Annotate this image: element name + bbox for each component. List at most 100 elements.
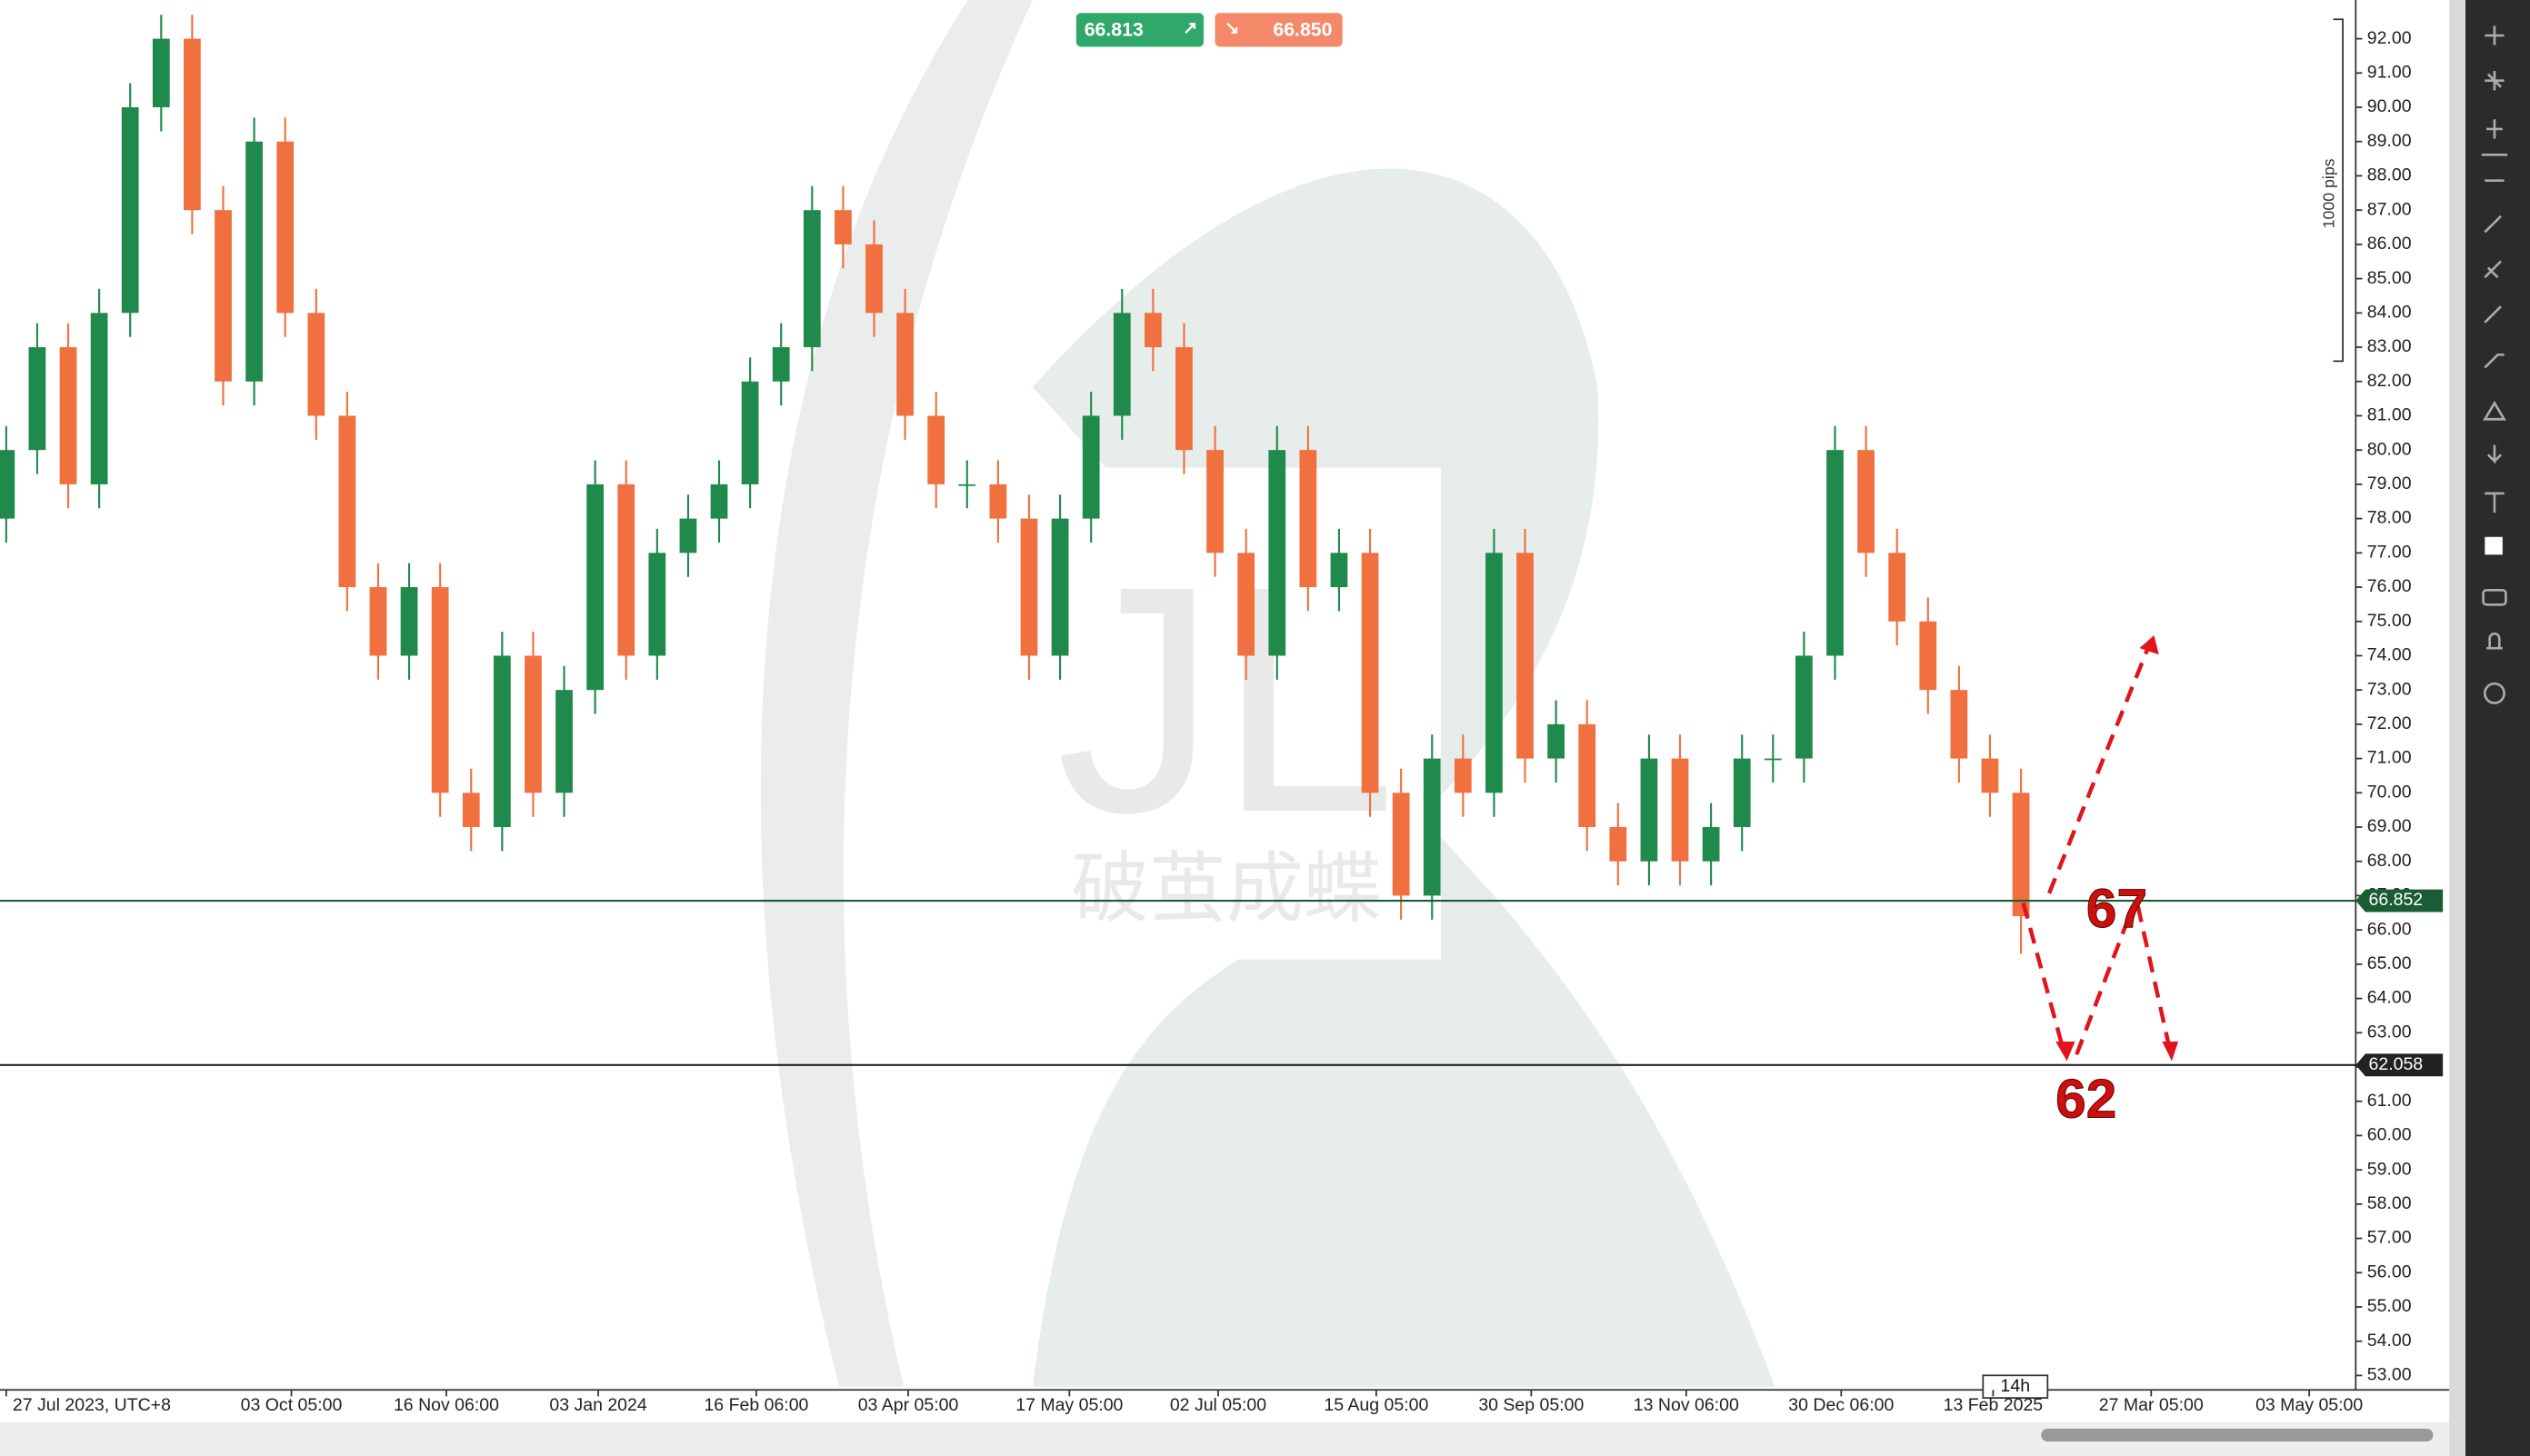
y-tick-label: 72.00: [2367, 713, 2412, 733]
x-tick-label: 03 Apr 05:00: [858, 1395, 959, 1415]
y-tick-label: 56.00: [2367, 1262, 2412, 1281]
time-label: 14h: [2001, 1376, 2031, 1396]
x-tick-label: 03 May 05:00: [2255, 1395, 2363, 1415]
ask-badge[interactable]: [1215, 13, 1343, 47]
pips-bracket: [2333, 18, 2345, 363]
ask-price: 66.850: [1273, 18, 1332, 40]
candle-body: [1206, 450, 1224, 553]
candle-body: [152, 38, 170, 108]
y-tick-label: 73.00: [2367, 679, 2412, 699]
candle-body: [1547, 723, 1565, 759]
candle-body: [835, 210, 852, 244]
x-tick-label: 13 Nov 06:00: [1634, 1395, 1739, 1415]
candle-body: [1454, 758, 1472, 793]
toolbar: [2465, 0, 2530, 1456]
candle-body: [1578, 723, 1596, 828]
candle-body: [586, 484, 605, 691]
arrow-heads: [2055, 634, 2179, 1062]
y-tick-label: 76.00: [2367, 576, 2412, 596]
x-tick-label: 16 Feb 06:00: [704, 1395, 808, 1415]
plot-area: [0, 15, 2030, 954]
watermark: JL 破茧成蝶: [760, 0, 1775, 1387]
y-tick-label: 82.00: [2367, 371, 2412, 391]
x-tick-label: 17 May 05:00: [1015, 1395, 1123, 1415]
annotation: 67: [2086, 877, 2147, 939]
pips-label: 1000 pips: [2320, 158, 2338, 228]
candle-body: [741, 381, 759, 484]
level-label: 66.852: [2369, 890, 2424, 910]
divider: [2449, 0, 2466, 1456]
candle-body: [1919, 621, 1937, 691]
y-tick-label: 92.00: [2367, 28, 2412, 48]
y-tick-label: 74.00: [2367, 645, 2412, 665]
toolbar-icons[interactable]: [2481, 25, 2508, 704]
candle-body: [1082, 415, 1100, 519]
y-tick-label: 60.00: [2367, 1125, 2412, 1145]
candle-body: [59, 347, 77, 484]
y-tick-label: 59.00: [2367, 1159, 2412, 1179]
candle-body: [1516, 553, 1534, 759]
y-tick-label: 84.00: [2367, 302, 2412, 322]
candle-body: [1145, 313, 1162, 348]
candle-body: [1609, 827, 1627, 862]
candle-body: [1702, 827, 1720, 862]
y-tick-label: 63.00: [2367, 1022, 2412, 1042]
scrollbar-thumb[interactable]: [2041, 1428, 2434, 1442]
y-tick-label: 79.00: [2367, 474, 2412, 494]
candle-body: [958, 484, 976, 486]
x-tick-label: 03 Jan 2024: [549, 1395, 647, 1415]
y-tick-label: 69.00: [2367, 816, 2412, 836]
candle-body: [1795, 655, 1813, 759]
candle-body: [1361, 553, 1379, 793]
candle-body: [1733, 758, 1751, 828]
candle-body: [1423, 758, 1441, 896]
candle-body: [1020, 518, 1038, 656]
candle-body: [1299, 450, 1317, 588]
y-tick-label: 54.00: [2367, 1331, 2412, 1351]
candle-body: [1485, 553, 1503, 793]
y-tick-label: 86.00: [2367, 234, 2412, 254]
candle-body: [184, 38, 201, 211]
candle-body: [431, 587, 449, 793]
candle-body: [772, 347, 790, 382]
y-tick-label: 81.00: [2367, 405, 2412, 425]
candle-body: [617, 484, 635, 656]
candle-body: [1113, 313, 1131, 416]
candle-body: [28, 347, 46, 451]
x-tick-label: 16 Nov 06:00: [394, 1395, 499, 1415]
x-tick-label: 27 Mar 05:00: [2099, 1395, 2204, 1415]
level-label: 62.058: [2369, 1054, 2424, 1074]
candle-body: [1051, 518, 1069, 656]
candle-body: [493, 655, 511, 828]
candle-body: [121, 107, 139, 314]
annotation: 62: [2055, 1067, 2116, 1129]
candle-body: [803, 210, 821, 348]
candle-body: [679, 518, 697, 553]
y-tick-label: 87.00: [2367, 199, 2412, 219]
x-tick-label: 30 Dec 06:00: [1788, 1395, 1894, 1415]
candle-body: [369, 587, 387, 656]
candle-body: [1671, 758, 1689, 862]
x-tick-label: 13 Feb 2025: [1944, 1395, 2044, 1415]
candle-body: [896, 313, 914, 416]
candle-body: [1392, 793, 1410, 896]
y-tick-label: 80.00: [2367, 439, 2412, 459]
y-tick-label: 77.00: [2367, 542, 2412, 562]
x-tick-label: 30 Sep 05:00: [1478, 1395, 1584, 1415]
y-tick-label: 71.00: [2367, 748, 2412, 768]
candle-body: [245, 141, 263, 382]
candle-body: [1888, 553, 1906, 622]
x-tick-label: 03 Oct 05:00: [241, 1395, 343, 1415]
candle-body: [525, 655, 542, 793]
y-tick-label: 75.00: [2367, 611, 2412, 631]
forecast-arrows: [2021, 643, 2173, 1056]
y-tick-label: 70.00: [2367, 782, 2412, 802]
y-tick-label: 64.00: [2367, 988, 2412, 1008]
ask-icon: ↘: [1225, 18, 1239, 38]
y-tick-label: 68.00: [2367, 851, 2412, 871]
svg-text:破茧成蝶: 破茧成蝶: [1072, 846, 1382, 932]
candle-body: [1764, 758, 1782, 761]
bid-badge[interactable]: [1075, 13, 1205, 47]
x-tick-label: 15 Aug 05:00: [1324, 1395, 1428, 1415]
